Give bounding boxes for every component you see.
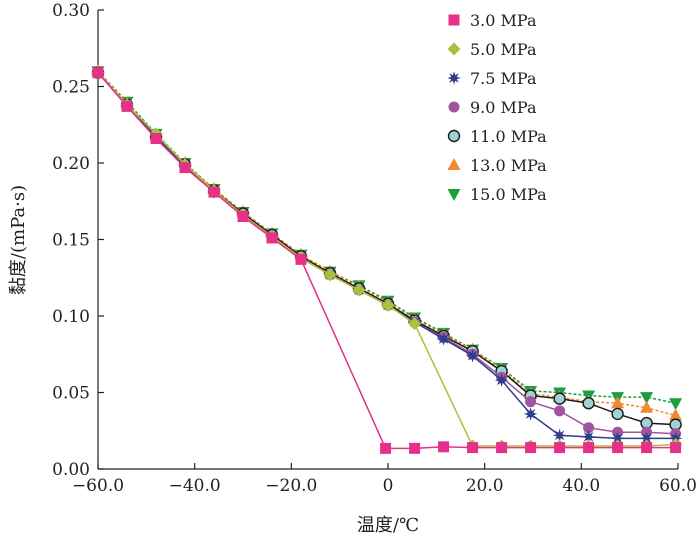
data-point	[611, 396, 625, 409]
series-15-0-mpa	[91, 66, 683, 411]
x-tick-label: 40.0	[562, 476, 600, 496]
legend-item: 9.0 MPa	[448, 98, 537, 117]
data-point	[640, 400, 654, 413]
legend-item: 3.0 MPa	[448, 11, 537, 30]
legend-label: 7.5 MPa	[470, 69, 537, 88]
data-point	[670, 442, 682, 454]
legend-label: 13.0 MPa	[470, 156, 547, 175]
legend-marker	[448, 14, 460, 26]
y-tick-label: 0.05	[52, 384, 90, 404]
x-tick-label: −40.0	[169, 476, 221, 496]
data-point	[552, 428, 567, 443]
y-tick-label: 0.30	[52, 1, 90, 21]
data-point	[381, 298, 395, 312]
x-tick-label: −20.0	[265, 476, 317, 496]
series-line	[97, 72, 676, 440]
data-point	[436, 332, 451, 346]
data-point	[554, 405, 566, 417]
data-point	[295, 253, 307, 265]
data-point	[208, 186, 220, 198]
data-point	[525, 396, 537, 408]
data-point	[409, 442, 421, 454]
x-tick-label: 0	[383, 476, 394, 496]
data-point	[380, 442, 392, 454]
data-point	[494, 373, 509, 388]
data-point	[583, 442, 595, 454]
x-axis-label: 温度/℃	[357, 515, 419, 536]
series-line	[97, 70, 676, 404]
data-point	[467, 442, 479, 454]
data-point	[92, 67, 104, 79]
data-point	[583, 422, 595, 434]
legend-marker	[447, 129, 461, 143]
series-3-0-mpa	[92, 67, 682, 454]
data-point	[179, 162, 191, 174]
data-point	[438, 441, 450, 453]
data-point	[121, 100, 133, 112]
legend-item: 7.5 MPa	[447, 69, 537, 88]
data-point	[408, 317, 422, 331]
legend-item: 15.0 MPa	[447, 185, 547, 204]
data-point	[237, 211, 249, 223]
data-point	[669, 398, 683, 411]
legend-item: 13.0 MPa	[447, 156, 547, 175]
ticks: −60.0 −40.0 −20.0 0 20.0 40.0 60.0 0.00 0.05 0.10…	[52, 1, 697, 496]
series-9-0-mpa	[92, 67, 682, 440]
legend-marker	[447, 71, 461, 85]
legend-marker	[447, 158, 461, 170]
legend-marker	[448, 101, 460, 113]
data-point	[523, 407, 538, 421]
legend: 3.0 MPa 5.0 MPa 7.5 MPa 9.0 MPa 11.0 MPa 13.0…	[447, 11, 547, 204]
data-point	[610, 431, 625, 446]
legend-item: 11.0 MPa	[447, 127, 547, 146]
legend-label: 3.0 MPa	[470, 11, 537, 30]
data-point	[612, 442, 624, 454]
data-point	[352, 283, 366, 297]
data-point	[582, 397, 595, 410]
data-point	[553, 392, 566, 405]
series-line	[97, 70, 676, 417]
data-point	[323, 268, 337, 282]
series-5-0-mpa	[91, 66, 683, 453]
series-11-0-mpa	[91, 66, 682, 431]
y-tick-label: 0.20	[52, 154, 90, 174]
data-point	[669, 408, 683, 421]
series-line	[97, 72, 676, 447]
y-tick-label: 0.25	[52, 78, 90, 98]
data-point	[640, 392, 654, 405]
data-point	[554, 442, 566, 454]
data-point	[641, 442, 653, 454]
y-tick-label: 0.00	[52, 460, 90, 480]
series-13-0-mpa	[91, 64, 683, 421]
legend-label: 15.0 MPa	[470, 185, 547, 204]
y-tick-label: 0.10	[52, 307, 90, 327]
series-line	[97, 72, 676, 426]
legend-item: 5.0 MPa	[447, 40, 537, 59]
data-point	[525, 442, 537, 454]
series-7-5-mpa	[91, 65, 683, 446]
data-point	[611, 407, 624, 421]
data-point	[266, 232, 278, 244]
x-tick-label: 20.0	[466, 476, 504, 496]
legend-label: 9.0 MPa	[470, 98, 537, 117]
y-tick-label: 0.15	[52, 231, 90, 251]
data-point	[465, 348, 480, 363]
series-line	[97, 72, 676, 435]
legend-label: 11.0 MPa	[470, 127, 547, 146]
legend-label: 5.0 MPa	[470, 40, 537, 59]
y-axis-label: 黏度/(mPa·s)	[8, 185, 29, 295]
legend-marker	[447, 189, 461, 201]
series-group	[91, 64, 683, 454]
data-point	[496, 442, 508, 454]
x-tick-label: 60.0	[659, 476, 697, 496]
x-tick-label: −60.0	[72, 476, 124, 496]
data-point	[581, 430, 596, 444]
data-point	[639, 431, 654, 446]
legend-marker	[447, 42, 461, 56]
data-point	[150, 133, 162, 145]
